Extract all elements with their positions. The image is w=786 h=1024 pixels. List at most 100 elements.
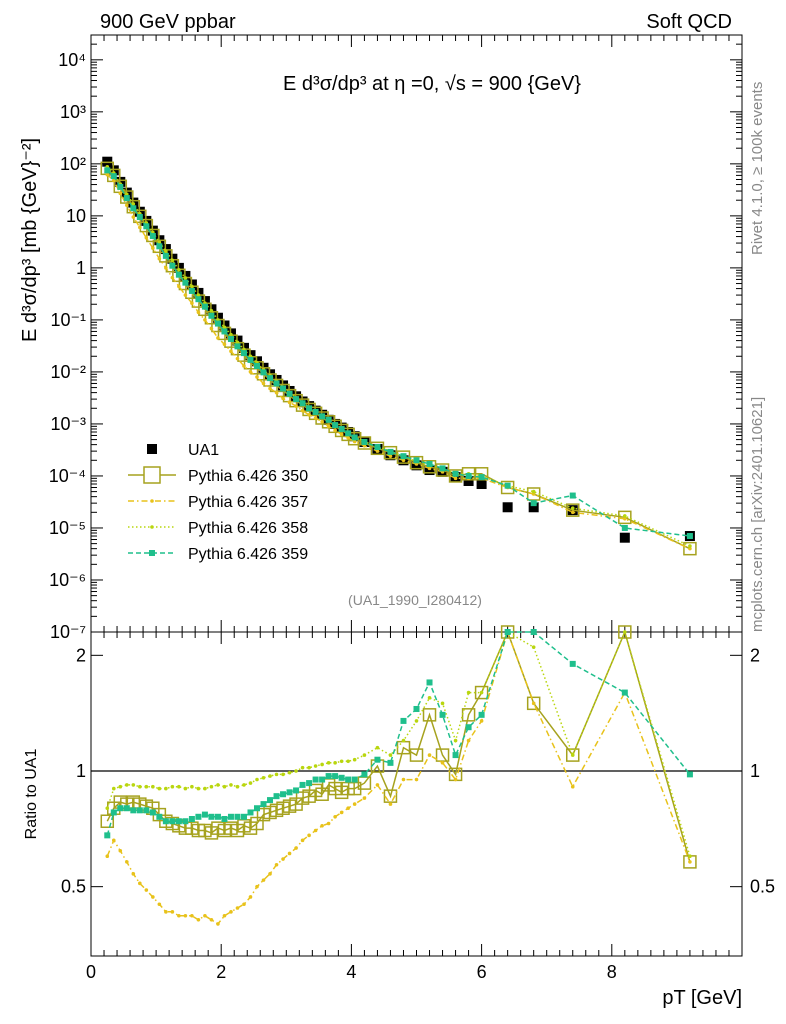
ratio-point — [307, 765, 311, 770]
ratio-point — [261, 878, 266, 882]
ratio-point — [414, 719, 419, 723]
x-tick-label: 4 — [346, 962, 356, 982]
data-point — [287, 400, 292, 405]
ratio-point — [118, 784, 123, 789]
data-point — [175, 271, 182, 278]
ratio-point — [307, 833, 311, 838]
main-plot-panel: 10⁻⁷ 10⁻⁶ 10⁻⁵ 10⁻⁴ 10⁻³ 10⁻² 10⁻¹ 1 10 10² 10³ 10⁴… — [19, 34, 743, 642]
data-point — [333, 428, 337, 433]
ratio-point — [401, 777, 406, 782]
data-point — [281, 396, 285, 401]
ratio-point — [273, 793, 280, 800]
data-point — [170, 258, 175, 263]
ratio-point — [453, 738, 458, 743]
ratio-point — [242, 902, 246, 907]
data-point — [531, 489, 536, 494]
data-point — [623, 517, 627, 521]
ratio-point — [294, 769, 298, 773]
ratio-point — [281, 772, 285, 777]
data-point — [125, 203, 129, 208]
ratio-point — [287, 770, 292, 775]
data-point — [229, 349, 233, 354]
data-point — [619, 532, 630, 543]
ratio-point — [255, 884, 259, 889]
data-point — [332, 422, 339, 429]
legend-label: Pythia 6.426 358 — [188, 520, 308, 537]
ratio-y-axis-label: Ratio to UA1 — [23, 749, 40, 840]
data-point — [151, 246, 155, 250]
data-point — [110, 173, 117, 180]
data-point — [248, 370, 253, 374]
data-point — [183, 276, 188, 280]
legend-label: Pythia 6.426 359 — [188, 546, 308, 563]
data-point — [234, 343, 241, 350]
data-point — [280, 385, 287, 392]
ratio-point — [313, 764, 318, 768]
ratio-point — [338, 774, 345, 781]
legend-entry: UA1 — [147, 442, 219, 459]
ratio-point — [209, 784, 214, 789]
ratio-series-4 — [104, 629, 693, 839]
data-point — [222, 342, 227, 347]
ratio-point — [190, 913, 194, 918]
ratio-point — [235, 906, 240, 910]
data-point — [169, 262, 176, 269]
legend: UA1 Pythia 6.426 350 Pythia 6.426 357 Pythi… — [128, 442, 308, 563]
data-point — [346, 436, 350, 440]
ratio-point — [162, 818, 169, 825]
analysis-label: (UA1_1990_I280412) — [348, 592, 482, 608]
ratio-point — [130, 807, 137, 814]
ratio-point — [260, 801, 267, 808]
ratio-point — [105, 806, 110, 811]
ratio-point — [320, 824, 324, 828]
y-tick-label: 10⁻² — [50, 362, 86, 382]
y-tick-label: 10³ — [60, 102, 86, 122]
ratio-point — [465, 724, 472, 731]
data-point — [216, 336, 220, 340]
data-point — [530, 500, 537, 507]
data-point — [111, 178, 116, 183]
ratio-point — [286, 789, 293, 796]
ratio-point — [125, 783, 129, 787]
data-point — [162, 252, 169, 259]
data-point — [452, 470, 459, 477]
data-point — [117, 183, 124, 190]
data-point — [138, 225, 142, 230]
data-point — [267, 375, 274, 382]
data-point — [144, 235, 149, 240]
data-point — [312, 408, 319, 415]
ratio-point — [118, 848, 123, 853]
ratio-point — [504, 629, 511, 635]
data-point — [320, 419, 324, 424]
data-point — [156, 243, 163, 250]
data-point — [300, 408, 305, 413]
data-point — [183, 293, 188, 297]
data-point — [306, 405, 313, 412]
data-point — [476, 479, 487, 490]
ratio-point — [570, 784, 575, 789]
ratio-point — [149, 809, 156, 816]
ratio-point — [422, 708, 437, 722]
ratio-point — [461, 708, 476, 722]
data-point — [688, 546, 692, 551]
ratio-point — [274, 862, 279, 867]
ratio-point — [216, 783, 220, 787]
ratio-point — [221, 815, 228, 822]
ratio-point — [530, 629, 537, 635]
ratio-point — [351, 776, 358, 783]
ratio-point — [325, 773, 332, 780]
data-point — [401, 458, 406, 463]
ratio-point — [190, 784, 194, 789]
ratio-point — [466, 738, 471, 743]
data-point — [196, 310, 201, 315]
ratio-point — [346, 806, 350, 811]
ratio-point — [170, 784, 175, 789]
data-point — [383, 445, 398, 460]
data-point — [214, 320, 221, 327]
ratio-point — [531, 701, 536, 706]
ratio-point — [242, 783, 246, 787]
data-point — [361, 438, 368, 445]
ratio-point — [332, 773, 339, 780]
y-tick-label: 10² — [60, 154, 86, 174]
